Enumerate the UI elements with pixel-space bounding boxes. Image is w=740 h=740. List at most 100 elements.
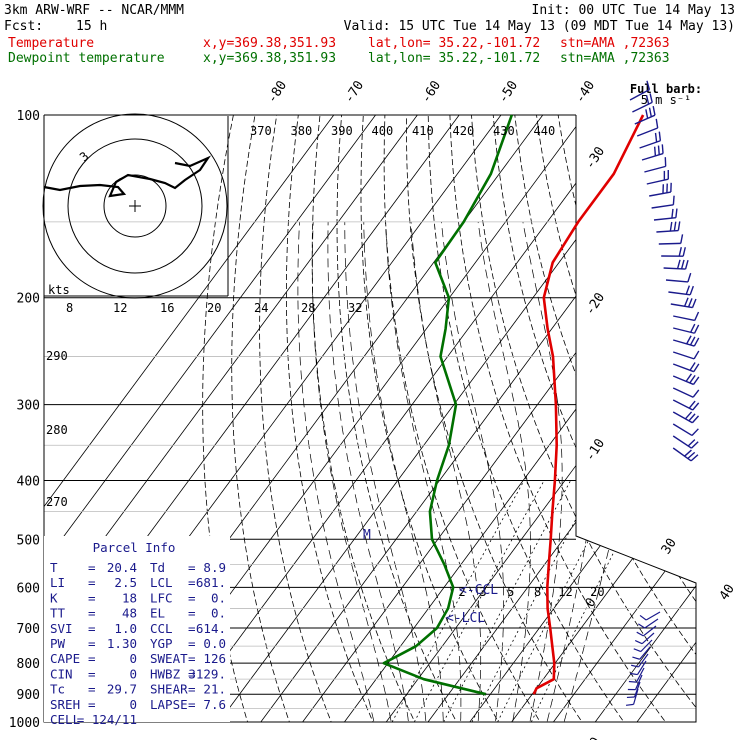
wind-barb <box>672 411 700 424</box>
parcel-key: SVI <box>50 621 73 636</box>
isotherm-line <box>594 115 696 722</box>
wind-barb <box>668 285 694 296</box>
parcel-value: 20.4 <box>107 560 137 575</box>
wind-barb <box>627 674 643 691</box>
wind-barb <box>672 387 700 398</box>
ccl-marker: <-CCL <box>459 583 498 598</box>
dry-adiabat <box>710 115 740 735</box>
pressure-tick-label: 900 <box>17 688 40 703</box>
hodograph: 3 kts <box>42 113 229 299</box>
wind-barb <box>629 80 651 101</box>
pressure-tick-label: 700 <box>17 622 40 637</box>
parcel-eq: = <box>88 606 96 621</box>
parcel-value: 1.30 <box>107 636 137 651</box>
parcel-eq: = <box>88 590 96 605</box>
parcel-key: SREH <box>50 697 80 712</box>
parcel-value: = 124/11 <box>77 712 137 727</box>
isotherm-label: -40 <box>573 78 598 106</box>
wind-barb <box>625 688 639 706</box>
barb-legend-unit: 5 m s⁻¹ <box>641 93 692 107</box>
parcel-value: 21. <box>203 682 226 697</box>
parcel-key: TT <box>50 606 66 621</box>
parcel-eq: = <box>188 606 196 621</box>
dry-adiabat <box>666 115 696 722</box>
pressure-tick-label: 600 <box>17 581 40 596</box>
dry-adiabat <box>557 115 696 722</box>
dry-adiabat <box>731 115 740 735</box>
isotherm-line <box>469 115 696 722</box>
wind-barb <box>672 435 699 449</box>
temperature-line <box>532 114 645 695</box>
dry-adiabat <box>259 115 337 722</box>
parcel-value: 18 <box>122 590 137 605</box>
dry-adiabat <box>427 115 634 722</box>
moist-adiabat <box>312 221 394 722</box>
temperature-legend: Temperature <box>8 36 94 51</box>
wind-barb <box>672 362 700 373</box>
temperature-xy: x,y=369.38,351.93 <box>203 36 336 51</box>
isotherm-label: -60 <box>419 78 444 106</box>
mixing-ratio-line <box>471 480 597 722</box>
pressure-tick-label: 400 <box>17 474 40 489</box>
parcel-value: 0. <box>211 606 226 621</box>
parcel-eq: = <box>188 575 196 590</box>
dry-adiabat <box>492 115 696 722</box>
hodograph-speed-label: 32 <box>348 301 362 315</box>
parcel-key: SHEAR <box>150 682 188 697</box>
wind-barb <box>672 447 699 462</box>
parcel-info-panel: Parcel Info T = 20.4 Td = 8.9LI = 2.5 LCL = 681.K =… <box>44 536 230 727</box>
isotherm-label: 10 <box>583 735 604 740</box>
isotherm-line <box>636 115 696 722</box>
isotherm-label: -80 <box>265 78 290 106</box>
pressure-tick-label: 500 <box>17 533 40 548</box>
theta-e-label: 380 <box>291 124 313 138</box>
isotherm-line <box>302 115 696 722</box>
parcel-key: EL <box>150 606 165 621</box>
parcel-eq: = <box>88 636 96 651</box>
parcel-key: Tc <box>50 682 65 697</box>
theta-label: 270 <box>46 495 68 509</box>
wind-barb <box>673 311 700 322</box>
wind-barb <box>672 423 699 437</box>
parcel-value: 0 <box>129 697 137 712</box>
isotherm-line <box>176 115 627 722</box>
wind-barb <box>628 667 645 683</box>
isotherm-label: -50 <box>496 78 521 106</box>
dry-adiabat <box>601 115 696 722</box>
wind-barb <box>634 632 655 645</box>
temperature-latlon: lat,lon= 35.22,-101.72 <box>368 36 540 51</box>
wind-barb <box>665 272 692 283</box>
isotherm-line <box>44 115 376 722</box>
valid-time: Valid: 15 UTC Tue 14 May 13 (09 MDT Tue … <box>344 19 735 34</box>
hodograph-speed-label: 28 <box>301 301 315 315</box>
dry-adiabat <box>311 115 422 722</box>
wind-barb <box>661 247 686 257</box>
dry-adiabat <box>231 115 295 722</box>
isotherm-label: -30 <box>583 144 608 172</box>
pressure-tick-label: 800 <box>17 657 40 672</box>
mixing-ratio-label: 5 <box>507 585 514 599</box>
parcel-key: LI <box>50 575 65 590</box>
hodograph-speed-label: 16 <box>160 301 174 315</box>
parcel-key: LAPSE <box>150 697 188 712</box>
model-title: 3km ARW-WRF -- NCAR/MMM <box>4 3 184 18</box>
mixing-ratio-label: 2 <box>458 585 465 599</box>
theta-e-label: 410 <box>412 124 434 138</box>
hodograph-ring-mid <box>67 138 203 274</box>
parcel-value: 3129. <box>188 666 226 681</box>
hodograph-trace <box>43 155 212 198</box>
parcel-key: CCL <box>150 621 173 636</box>
isotherm-label: -20 <box>583 290 608 318</box>
mixing-ratio-line <box>391 480 525 722</box>
isotherm-line <box>344 115 696 722</box>
dry-adiabat <box>579 115 696 722</box>
moist-adiabat <box>410 221 482 722</box>
hodograph-speed-label: 20 <box>207 301 221 315</box>
hodograph-unit: kts <box>48 283 70 297</box>
parcel-eq: = <box>88 666 96 681</box>
wind-barb <box>670 297 697 309</box>
parcel-eq: = <box>88 651 96 666</box>
isotherm-label: -10 <box>583 436 608 464</box>
theta-e-label: 390 <box>331 124 353 138</box>
